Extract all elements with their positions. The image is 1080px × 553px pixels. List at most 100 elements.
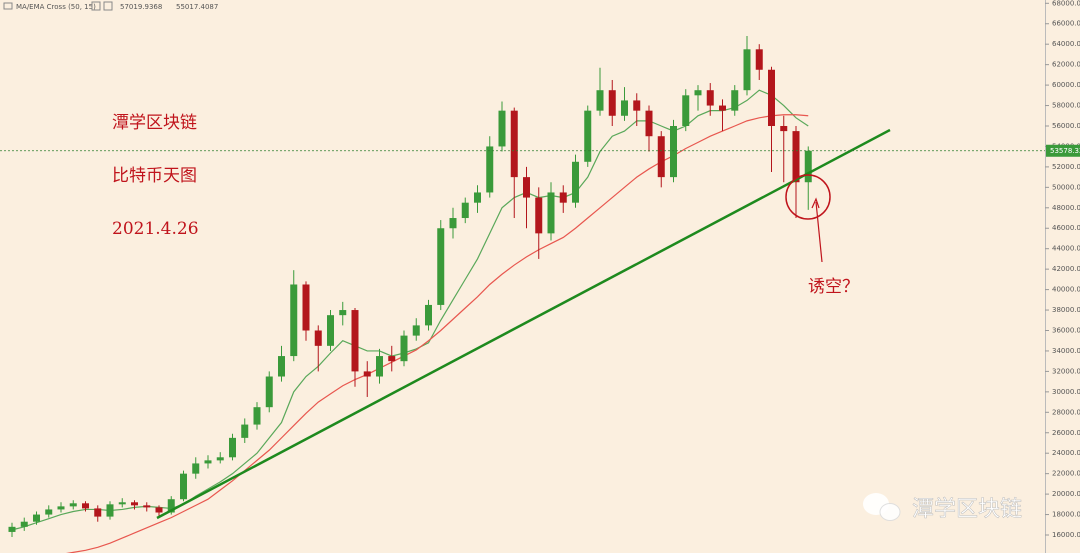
candle-body [474, 192, 481, 203]
candle-body [363, 371, 371, 377]
y-tick-label: 66000.00 [1052, 20, 1080, 28]
candle-body [204, 460, 212, 464]
indicator-value: 55017.4087 [176, 3, 218, 11]
candle-body [498, 110, 506, 147]
highlight-circle [785, 174, 831, 220]
annotation: 诱空？ [808, 277, 859, 297]
y-tick-label: 26000.00 [1052, 429, 1080, 437]
annotation: 2021.4.26 [112, 219, 199, 239]
candle-body [143, 505, 151, 508]
y-tick-label: 62000.00 [1052, 61, 1080, 69]
candle-body [633, 100, 641, 111]
candle-body [8, 526, 16, 532]
y-tick-label: 56000.00 [1052, 122, 1080, 130]
y-tick-label: 40000.00 [1052, 286, 1080, 294]
candle-body [486, 146, 494, 193]
candle-body [559, 192, 567, 203]
candle-body [657, 136, 665, 178]
y-tick-label: 64000.00 [1052, 40, 1080, 48]
watermark: 潭学区块链 [863, 493, 1022, 522]
y-tick-label: 32000.00 [1052, 367, 1080, 375]
candle-body [596, 90, 604, 111]
candle-body [425, 304, 432, 326]
candle-body [768, 69, 775, 126]
candle-body [743, 49, 751, 91]
y-tick-label: 28000.00 [1052, 408, 1080, 416]
candle-body [584, 110, 592, 162]
arrow [815, 201, 823, 263]
candle-body [412, 325, 420, 336]
trend-line [156, 128, 891, 520]
candle-body [645, 110, 653, 137]
candle-body [351, 310, 359, 372]
moving-average [11, 89, 809, 531]
indicator-label: MA/EMA Cross (50, 15) [16, 3, 96, 11]
candle-body [792, 131, 800, 183]
y-tick-label: 18000.00 [1052, 511, 1080, 519]
y-tick-label: 48000.00 [1052, 204, 1080, 212]
y-tick-label: 52000.00 [1052, 163, 1080, 171]
candle-body [33, 514, 40, 522]
candle-body [547, 192, 555, 234]
candle-body [253, 407, 261, 425]
arrow-head [811, 197, 820, 209]
candle-body [45, 509, 53, 515]
watermark-text: 潭学区块链 [912, 497, 1022, 522]
icon [3, 2, 13, 10]
candle-body [118, 502, 126, 505]
price-label: 53578.32 [1050, 147, 1080, 155]
candle-body [82, 503, 89, 509]
icon [91, 1, 101, 11]
candle-body [400, 335, 408, 362]
candle-body [241, 424, 249, 438]
candle-body [180, 473, 187, 500]
candle-body [731, 90, 739, 111]
indicator-value: 57019.9368 [120, 3, 162, 11]
candle-body [376, 356, 383, 377]
candle-body [131, 502, 138, 506]
candle-body [229, 437, 236, 458]
candle-body [94, 508, 102, 517]
y-tick-label: 50000.00 [1052, 183, 1080, 191]
candle-body [449, 218, 457, 229]
candle-body [780, 125, 788, 132]
annotation: 潭学区块链 [112, 113, 197, 133]
candle-body [437, 228, 445, 305]
candle-body [694, 90, 702, 96]
candle-body [755, 49, 763, 70]
candle-body [706, 90, 714, 106]
candle-body [339, 310, 347, 316]
y-tick-label: 60000.00 [1052, 81, 1080, 89]
y-tick-label: 34000.00 [1052, 347, 1080, 355]
candle-body [57, 506, 65, 510]
y-tick-label: 16000.00 [1052, 531, 1080, 539]
candle-body [192, 463, 200, 474]
candle-body [523, 177, 530, 198]
candle-body [608, 90, 616, 116]
y-tick-label: 36000.00 [1052, 326, 1080, 334]
candle-body [535, 197, 543, 234]
y-tick-label: 30000.00 [1052, 388, 1080, 396]
candle-body [572, 161, 579, 203]
annotation: 比特币天图 [112, 166, 197, 186]
candle-body [69, 503, 77, 507]
candle-body [302, 284, 310, 331]
plot-area [8, 36, 812, 553]
candle-body [265, 376, 273, 408]
candle-body [155, 507, 163, 513]
candle-body [327, 315, 334, 346]
candle-body [290, 284, 298, 357]
y-tick-label: 46000.00 [1052, 224, 1080, 232]
y-tick-label: 22000.00 [1052, 470, 1080, 478]
candle-body [167, 499, 175, 513]
candle-body [278, 356, 285, 377]
candle-body [461, 202, 469, 219]
y-tick-label: 58000.00 [1052, 102, 1080, 110]
y-tick-label: 24000.00 [1052, 449, 1080, 457]
candle-body [216, 457, 224, 461]
candle-body [20, 521, 28, 527]
y-tick-label: 38000.00 [1052, 306, 1080, 314]
candle-body [670, 125, 677, 178]
price-label-bg [1046, 144, 1080, 157]
candle-body [106, 504, 114, 517]
